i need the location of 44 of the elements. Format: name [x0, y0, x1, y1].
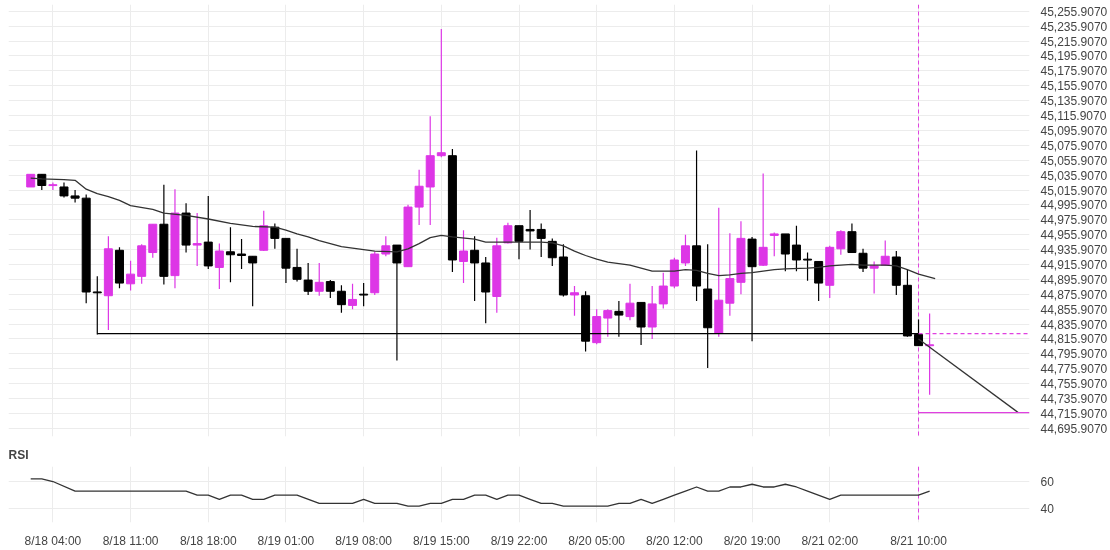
y-tick-label: 44,955.9070 — [1040, 228, 1108, 243]
y-tick-label: 45,235.9070 — [1040, 19, 1108, 34]
x-tick-label: 8/18 04:00 — [24, 533, 82, 548]
y-tick-label: 45,075.9070 — [1040, 138, 1108, 153]
y-tick-label: 44,755.9070 — [1040, 377, 1108, 392]
y-tick-label: 45,035.9070 — [1040, 168, 1108, 183]
x-tick-label: 8/19 15:00 — [412, 533, 470, 548]
chart-title: RSI — [8, 447, 29, 462]
x-tick-label: 8/20 12:00 — [646, 533, 704, 548]
y-tick-label: 45,215.9070 — [1040, 34, 1108, 49]
y-tick-label: 44,815.9070 — [1040, 332, 1108, 347]
y-tick-label: 45,015.9070 — [1040, 183, 1108, 198]
y-tick-label: 45,195.9070 — [1040, 49, 1108, 64]
y-tick-label: 45,055.9070 — [1040, 153, 1108, 168]
y-tick-label: 44,995.9070 — [1040, 198, 1108, 213]
y-tick-label: 44,855.9070 — [1040, 302, 1108, 317]
x-tick-label: 8/20 19:00 — [723, 533, 781, 548]
y-tick-label: 44,795.9070 — [1040, 347, 1108, 362]
y-tick-label: 44,935.9070 — [1040, 243, 1108, 258]
x-tick-label: 8/18 18:00 — [179, 533, 237, 548]
y-tick-label: 45,255.9070 — [1040, 4, 1108, 19]
x-tick-label: 8/19 22:00 — [490, 533, 548, 548]
y-tick-label: 44,895.9070 — [1040, 272, 1108, 287]
y-tick-label: 45,135.9070 — [1040, 94, 1108, 109]
x-tick-label: 8/18 11:00 — [102, 533, 159, 548]
y-tick-label: 44,735.9070 — [1040, 392, 1108, 407]
y-tick-label: 44,715.9070 — [1040, 406, 1108, 421]
y-tick-label: 40 — [1040, 502, 1055, 517]
x-tick-label: 8/21 10:00 — [890, 533, 948, 548]
y-tick-label: 44,835.9070 — [1040, 317, 1108, 332]
y-tick-label: 45,175.9070 — [1040, 64, 1108, 79]
y-tick-label: 44,975.9070 — [1040, 213, 1108, 228]
y-tick-label: 45,155.9070 — [1040, 79, 1108, 94]
y-tick-label: 44,875.9070 — [1040, 287, 1108, 302]
y-tick-label: 60 — [1040, 475, 1055, 490]
x-tick-label: 8/20 05:00 — [568, 533, 626, 548]
y-tick-label: 45,115.9070 — [1040, 109, 1107, 124]
y-tick-label: 44,775.9070 — [1040, 362, 1108, 377]
x-tick-label: 8/19 01:00 — [257, 533, 315, 548]
y-tick-label: 44,695.9070 — [1040, 421, 1108, 436]
x-tick-label: 8/21 02:00 — [801, 533, 859, 548]
y-tick-label: 45,095.9070 — [1040, 123, 1108, 138]
x-tick-label: 8/19 08:00 — [335, 533, 393, 548]
y-tick-label: 44,915.9070 — [1040, 258, 1108, 273]
